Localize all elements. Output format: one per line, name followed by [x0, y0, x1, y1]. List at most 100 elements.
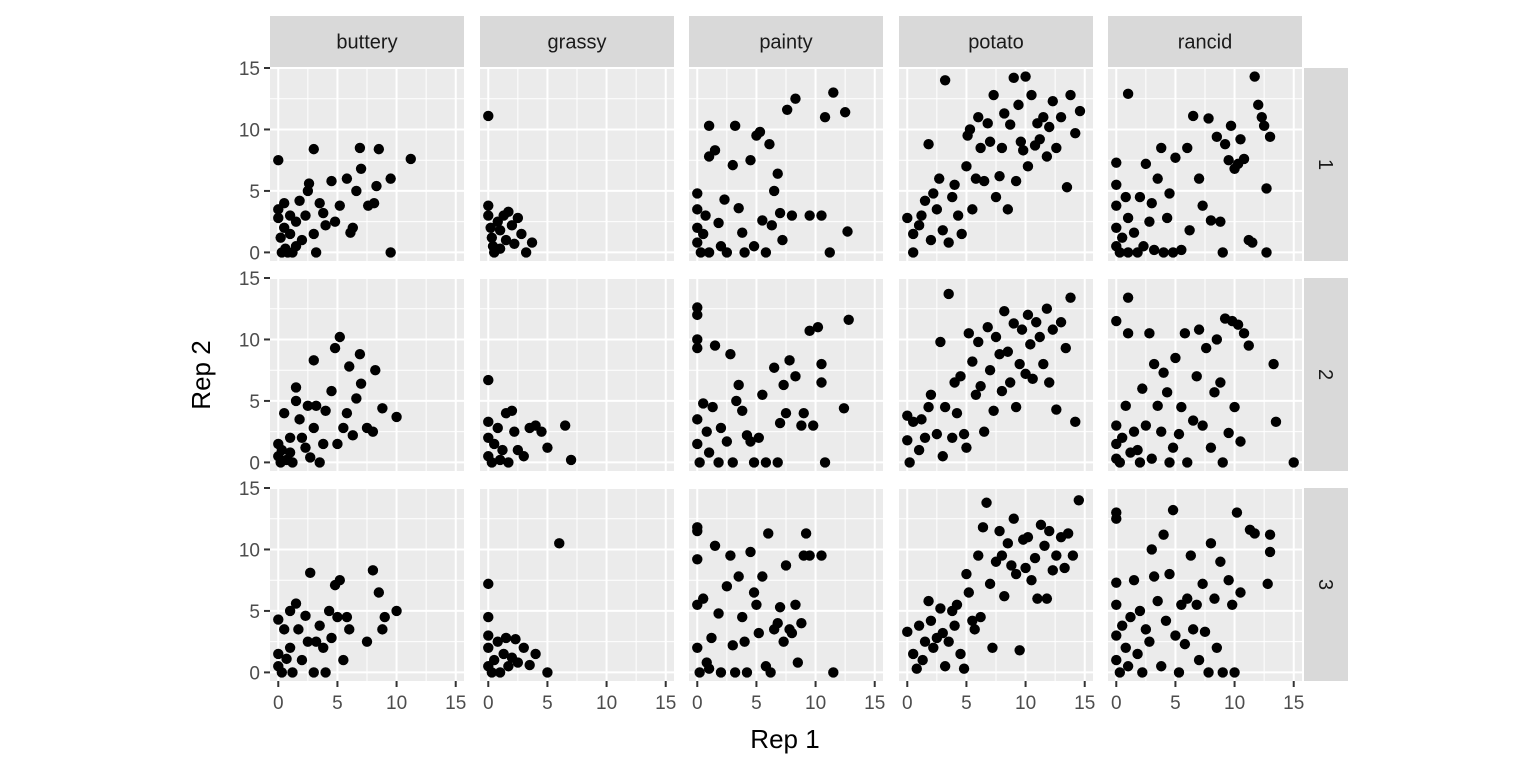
- data-point: [928, 188, 939, 199]
- data-point: [1229, 667, 1240, 678]
- data-point: [1170, 630, 1181, 641]
- data-point: [341, 408, 353, 419]
- data-point: [970, 173, 982, 184]
- data-point: [984, 136, 996, 147]
- data-point: [1051, 404, 1062, 415]
- data-point: [1156, 142, 1167, 154]
- data-point: [526, 237, 538, 248]
- data-point: [772, 618, 783, 629]
- data-point: [1039, 540, 1050, 551]
- data-point: [483, 200, 494, 211]
- data-point: [949, 620, 960, 631]
- data-point: [1038, 358, 1049, 370]
- data-point: [973, 336, 984, 348]
- data-point: [923, 401, 934, 413]
- data-point: [907, 416, 919, 428]
- panel-painty-1: [689, 67, 883, 261]
- x-tick-label: 15: [655, 693, 676, 714]
- data-point: [494, 667, 506, 678]
- data-point: [988, 89, 999, 101]
- data-point: [1034, 134, 1045, 145]
- data-point: [332, 438, 343, 450]
- data-point: [1060, 342, 1071, 354]
- data-point: [1055, 317, 1067, 328]
- data-point: [1288, 457, 1299, 468]
- panel-painty-3: [689, 487, 883, 681]
- y-tick-label: 0: [249, 663, 260, 684]
- data-point: [518, 642, 529, 654]
- data-point: [975, 380, 986, 392]
- data-point: [939, 661, 951, 672]
- data-point: [355, 378, 367, 389]
- data-point: [1047, 565, 1058, 576]
- data-point: [975, 611, 986, 623]
- data-point: [1209, 593, 1220, 604]
- data-point: [1193, 654, 1205, 666]
- data-point: [373, 143, 385, 155]
- data-point: [302, 400, 314, 412]
- data-point: [1114, 457, 1126, 468]
- data-point: [1137, 383, 1148, 394]
- data-point: [943, 288, 954, 300]
- data-point: [1010, 568, 1022, 580]
- data-point: [792, 657, 804, 668]
- data-point: [1176, 401, 1187, 413]
- data-point: [1264, 529, 1276, 540]
- x-tick-label: 5: [332, 693, 343, 714]
- data-point: [1229, 401, 1240, 413]
- data-point: [318, 642, 329, 654]
- data-point: [790, 93, 801, 104]
- data-point: [1217, 457, 1228, 468]
- data-point: [729, 667, 741, 678]
- data-point: [816, 550, 827, 561]
- data-point: [961, 442, 972, 453]
- data-point: [1167, 504, 1179, 516]
- data-point: [925, 234, 937, 246]
- data-point: [768, 185, 780, 197]
- data-point: [1182, 457, 1193, 468]
- data-point: [842, 226, 853, 237]
- data-point: [1014, 358, 1025, 370]
- data-point: [1146, 198, 1157, 209]
- data-point: [287, 667, 298, 678]
- data-point: [1191, 371, 1202, 382]
- data-point: [486, 667, 498, 678]
- data-point: [1144, 216, 1155, 227]
- data-point: [354, 142, 366, 154]
- data-point: [385, 173, 396, 184]
- data-point: [334, 574, 345, 586]
- data-point: [1065, 292, 1076, 303]
- strip-background: [1108, 16, 1302, 67]
- data-point: [934, 173, 945, 184]
- data-point: [318, 438, 329, 450]
- data-point: [497, 444, 508, 456]
- data-point: [1111, 157, 1122, 168]
- data-point: [798, 408, 809, 419]
- data-point: [1247, 237, 1258, 248]
- data-point: [1205, 215, 1217, 226]
- data-point: [715, 667, 727, 678]
- data-point: [973, 111, 984, 123]
- data-point: [1044, 377, 1055, 388]
- data-point: [1041, 303, 1053, 314]
- data-point: [296, 654, 308, 666]
- data-point: [483, 578, 494, 590]
- data-point: [816, 377, 827, 388]
- data-point: [1132, 444, 1143, 456]
- y-tick-label: 15: [239, 59, 260, 80]
- data-point: [1051, 142, 1062, 154]
- data-point: [737, 227, 748, 238]
- data-point: [1128, 574, 1140, 586]
- data-point: [1203, 667, 1214, 678]
- strip-label: grassy: [548, 32, 607, 54]
- data-point: [341, 173, 353, 184]
- data-point: [1179, 328, 1191, 339]
- y-axis-title: Rep 2: [186, 340, 216, 409]
- data-point: [1029, 552, 1041, 564]
- data-point: [973, 550, 984, 561]
- data-point: [334, 331, 345, 343]
- data-point: [955, 648, 966, 660]
- data-point: [1128, 227, 1140, 238]
- data-point: [969, 624, 980, 635]
- data-point: [294, 414, 305, 425]
